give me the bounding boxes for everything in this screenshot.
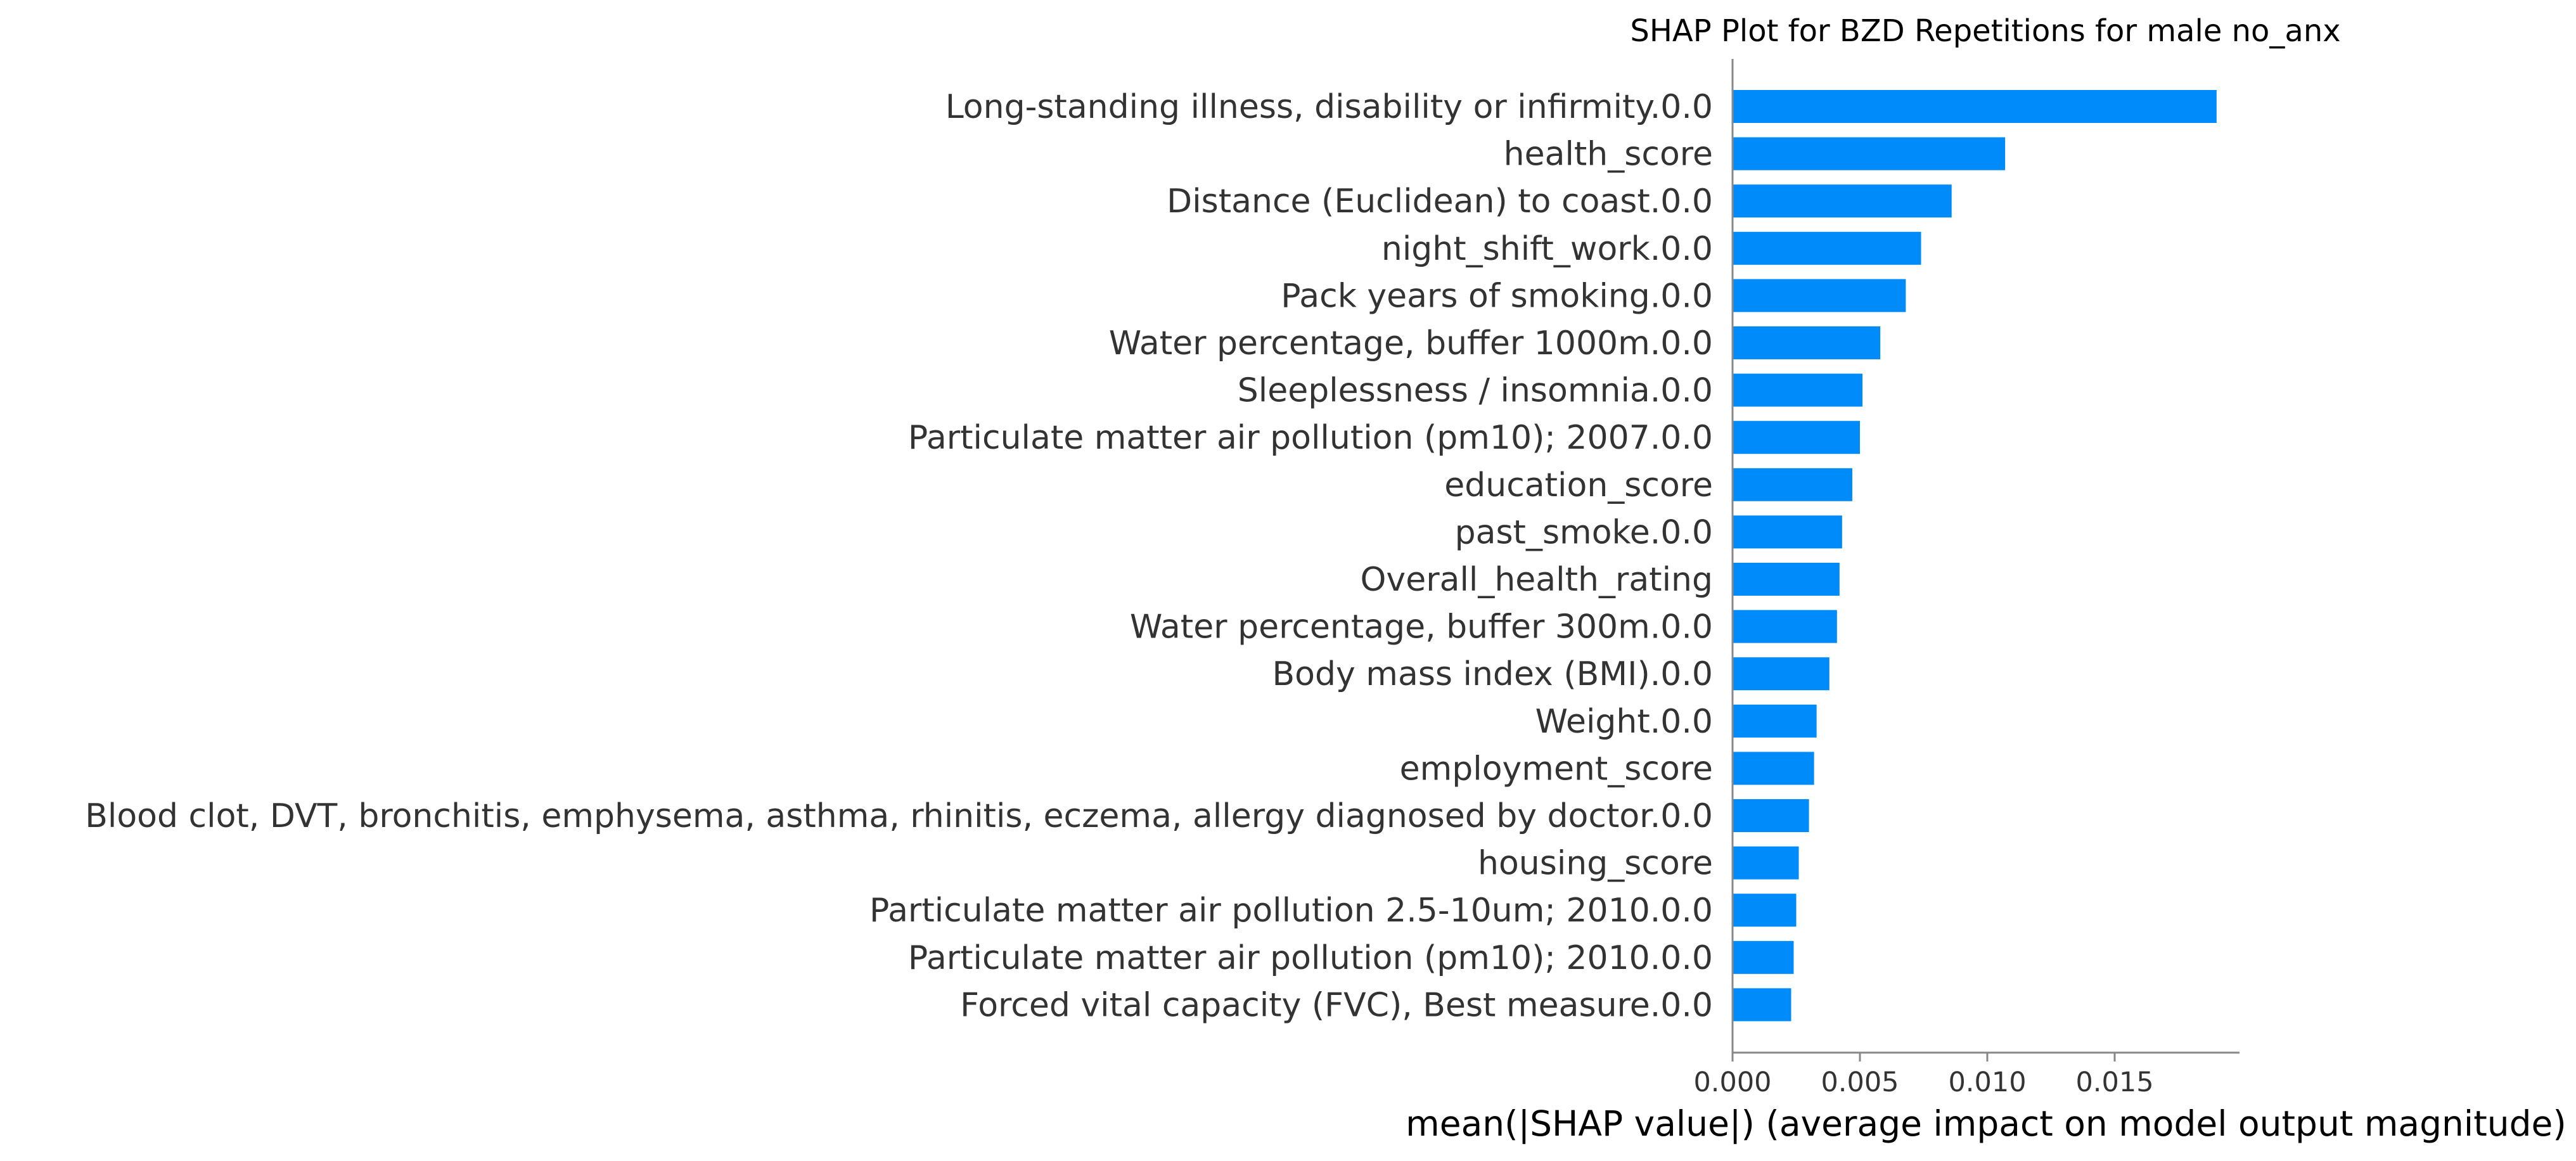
bar bbox=[1733, 704, 1817, 738]
bar bbox=[1733, 137, 2006, 170]
bar bbox=[1733, 90, 2217, 123]
feature-label: Blood clot, DVT, bronchitis, emphysema, … bbox=[85, 797, 1713, 835]
feature-label: night_shift_work.0.0 bbox=[1381, 230, 1713, 268]
bar bbox=[1733, 373, 1863, 407]
x-ticks-group: 0.000 0.005 0.010 0.015 bbox=[1693, 1053, 2154, 1098]
feature-label: Overall_health_rating bbox=[1361, 561, 1714, 599]
x-tick-label: 0.010 bbox=[1948, 1067, 2026, 1098]
bar bbox=[1733, 184, 1952, 218]
bar bbox=[1733, 657, 1829, 691]
feature-labels-group: Long-standing illness, disability or inf… bbox=[85, 88, 1713, 1024]
bar bbox=[1733, 846, 1799, 880]
bar bbox=[1733, 563, 1840, 596]
feature-label: Particulate matter air pollution (pm10);… bbox=[908, 939, 1713, 977]
feature-label: Body mass index (BMI).0.0 bbox=[1272, 655, 1714, 693]
bar bbox=[1733, 515, 1842, 549]
feature-label: housing_score bbox=[1478, 845, 1713, 883]
bar bbox=[1733, 940, 1794, 974]
bar bbox=[1733, 231, 1921, 265]
feature-label: education_score bbox=[1444, 466, 1713, 504]
x-tick-label: 0.005 bbox=[1821, 1067, 1899, 1098]
feature-label: Sleeplessness / insomnia.0.0 bbox=[1238, 372, 1713, 410]
bar bbox=[1733, 894, 1797, 927]
feature-label: employment_score bbox=[1400, 750, 1713, 788]
bar bbox=[1733, 279, 1906, 312]
bars-group bbox=[1733, 90, 2217, 1022]
bar bbox=[1733, 326, 1881, 359]
feature-label: Particulate matter air pollution 2.5-10u… bbox=[869, 892, 1713, 930]
feature-label: Water percentage, buffer 1000m.0.0 bbox=[1109, 324, 1713, 362]
x-tick-label: 0.015 bbox=[2075, 1067, 2153, 1098]
bar bbox=[1733, 752, 1814, 785]
feature-label: Forced vital capacity (FVC), Best measur… bbox=[960, 986, 1713, 1024]
feature-label: Pack years of smoking.0.0 bbox=[1281, 277, 1713, 315]
feature-label: Weight.0.0 bbox=[1535, 703, 1713, 741]
x-tick-label: 0.000 bbox=[1693, 1067, 1771, 1098]
feature-label: Distance (Euclidean) to coast.0.0 bbox=[1167, 183, 1713, 221]
feature-label: Particulate matter air pollution (pm10);… bbox=[908, 419, 1713, 457]
bar bbox=[1733, 421, 1861, 454]
feature-label: past_smoke.0.0 bbox=[1455, 513, 1713, 551]
feature-label: Water percentage, buffer 300m.0.0 bbox=[1130, 608, 1713, 646]
chart-title: SHAP Plot for BZD Repetitions for male n… bbox=[1630, 13, 2340, 49]
bar bbox=[1733, 610, 1837, 643]
x-axis-label: mean(|SHAP value|) (average impact on mo… bbox=[1406, 1103, 2566, 1145]
bar bbox=[1733, 988, 1791, 1022]
bar bbox=[1733, 468, 1852, 501]
feature-label: health_score bbox=[1504, 136, 1713, 174]
bar bbox=[1733, 799, 1809, 832]
feature-label: Long-standing illness, disability or inf… bbox=[945, 88, 1713, 126]
